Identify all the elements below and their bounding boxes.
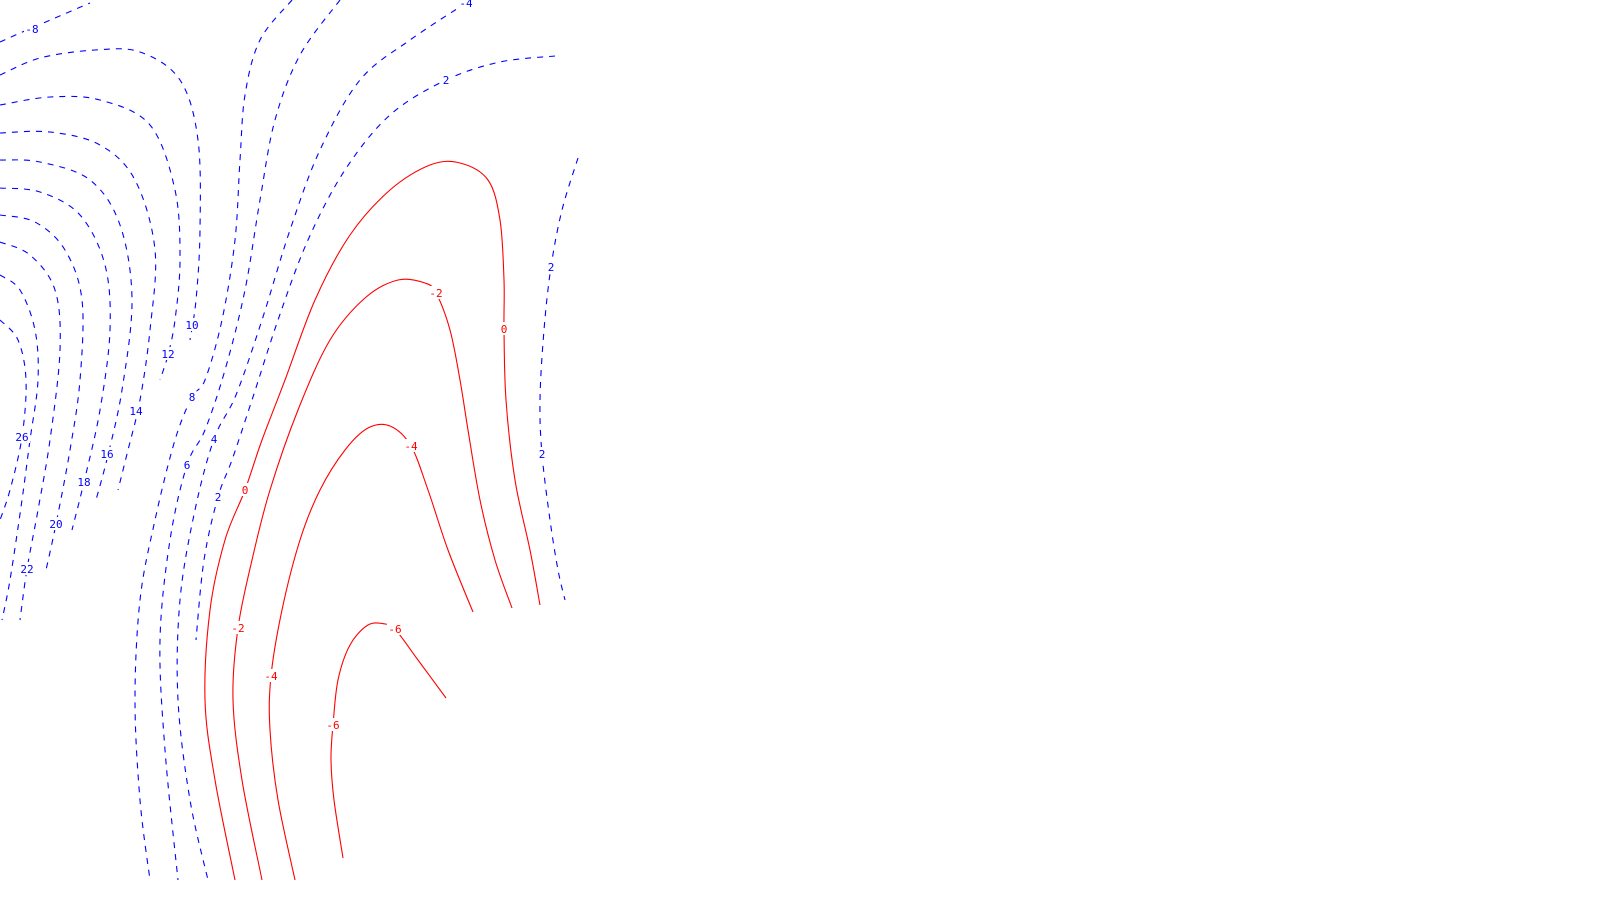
contour-label-bg-0 [24, 22, 40, 35]
contour-label-bg-7 [209, 432, 219, 445]
contour-label-bg-23 [387, 622, 403, 635]
contour-label-20: -2 [231, 622, 244, 635]
contour-line-neg-2-16 [232, 278, 513, 881]
contour-line-pos-6-11 [159, 0, 341, 881]
contour-label-bg-5 [187, 390, 197, 403]
contour-label-bg-18 [499, 322, 509, 335]
contour-label-16: 2 [539, 448, 546, 461]
contour-label-bg-22 [263, 669, 279, 682]
contour-label-bg-10 [182, 458, 192, 471]
contour-labels: -8-42101281442616618220222200-2-2-4-4-6-… [14, 0, 556, 732]
contour-line-pos-10-1 [0, 48, 201, 341]
contour-line-neg-0-15 [204, 160, 541, 881]
contour-label-17: 0 [242, 484, 249, 497]
contour-label-8: 26 [15, 431, 28, 444]
contour-line-pos-4-12 [176, 2, 467, 881]
contour-label-0: -8 [25, 23, 38, 36]
contour-line-neg-4-17 [268, 423, 474, 881]
contour-line-pos-20-6 [0, 214, 84, 571]
contour-line-pos-22-7 [0, 241, 61, 621]
contour-line-neg-6-18 [330, 622, 447, 859]
contour-line-pos-14-3 [0, 130, 157, 491]
contour-label-bg-13 [48, 517, 64, 530]
contour-label-6: 14 [129, 405, 143, 418]
contour-line-pos-16-4 [0, 159, 133, 501]
contour-label-14: 22 [20, 563, 33, 576]
contour-label-bg-17 [240, 483, 250, 496]
contour-label-3: 10 [185, 319, 198, 332]
contour-label-bg-4 [160, 347, 176, 360]
contour-label-bg-24 [325, 718, 341, 731]
contour-label-19: -2 [429, 287, 442, 300]
contour-label-bg-3 [184, 318, 200, 331]
contour-label-15: 2 [548, 261, 555, 274]
contour-label-1: -4 [459, 0, 473, 10]
contour-label-10: 6 [184, 459, 191, 472]
contour-label-23: -6 [388, 623, 401, 636]
contour-line-pos-2-14 [539, 157, 579, 601]
contour-label-bg-8 [14, 430, 30, 443]
contour-label-bg-15 [546, 260, 556, 273]
contour-label-2: 2 [443, 74, 450, 87]
contour-label-bg-11 [76, 475, 92, 488]
contour-label-bg-2 [441, 73, 451, 86]
contour-label-bg-14 [19, 562, 35, 575]
contour-label-12: 2 [215, 491, 222, 504]
contour-label-bg-21 [403, 439, 419, 452]
contour-line-pos-26-9 [0, 319, 27, 521]
contour-label-bg-20 [230, 621, 246, 634]
contour-label-bg-19 [428, 286, 444, 299]
contour-label-bg-1 [458, 0, 474, 9]
contour-lines [0, 0, 579, 881]
contour-label-bg-16 [537, 447, 547, 460]
contour-label-bg-9 [99, 447, 115, 460]
contour-line-pos-24-8 [0, 274, 39, 621]
contour-label-4: 12 [161, 348, 174, 361]
contour-label-21: -4 [404, 440, 418, 453]
contour-label-5: 8 [189, 391, 196, 404]
contour-label-13: 20 [49, 518, 62, 531]
contour-label-bg-12 [213, 490, 223, 503]
contour-label-11: 18 [77, 476, 90, 489]
contour-label-9: 16 [100, 448, 113, 461]
contour-label-22: -4 [264, 670, 278, 683]
contour-label-bg-6 [128, 404, 144, 417]
contour-label-24: -6 [326, 719, 339, 732]
contour-label-7: 4 [211, 433, 218, 446]
contour-line-pos-18-5 [0, 187, 111, 531]
contour-label-18: 0 [501, 323, 508, 336]
